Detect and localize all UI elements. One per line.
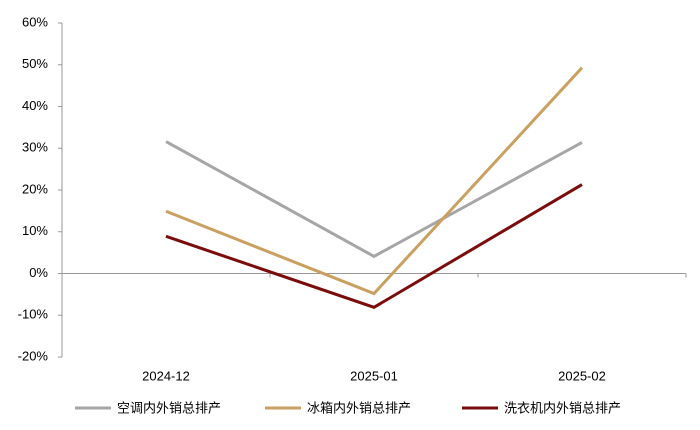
series-line bbox=[165, 140, 583, 259]
y-tick-label: -10% bbox=[18, 307, 49, 322]
y-tick-label: 40% bbox=[22, 98, 48, 113]
y-tick-label: 20% bbox=[22, 181, 48, 196]
series-line bbox=[165, 183, 583, 309]
y-tick-label: 50% bbox=[22, 56, 48, 71]
x-tick-label: 2024-12 bbox=[142, 368, 190, 383]
x-tick-label: 2025-01 bbox=[350, 368, 398, 383]
legend-label: 洗衣机内外销总排产 bbox=[504, 400, 621, 415]
series-line bbox=[165, 66, 584, 296]
y-tick-label: 10% bbox=[22, 223, 48, 238]
x-tick-label: 2025-02 bbox=[558, 368, 606, 383]
y-tick-label: 60% bbox=[22, 14, 48, 29]
y-tick-label: 0% bbox=[29, 265, 48, 280]
legend-label: 空调内外销总排产 bbox=[117, 400, 221, 415]
y-tick-label: -20% bbox=[18, 348, 49, 363]
y-tick-label: 30% bbox=[22, 140, 48, 155]
legend-label: 冰箱内外销总排产 bbox=[307, 400, 411, 415]
